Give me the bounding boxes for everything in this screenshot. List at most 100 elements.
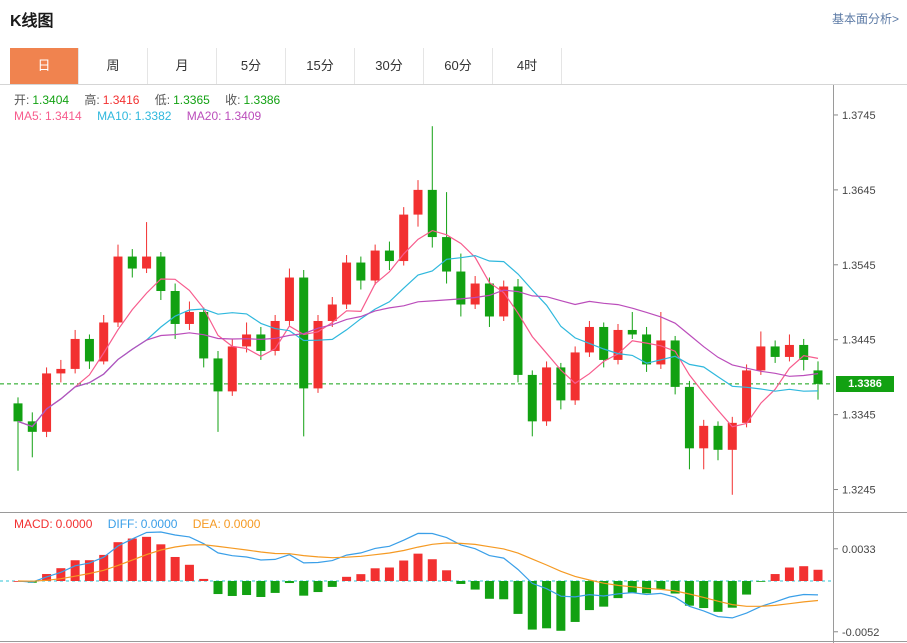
macd-bar xyxy=(713,581,723,612)
open-label: 开: xyxy=(14,93,30,107)
ma10-value: 1.3382 xyxy=(134,109,172,123)
macd-bar xyxy=(242,581,252,596)
diff-label: DIFF: xyxy=(107,517,138,531)
tab-30min[interactable]: 30分 xyxy=(355,48,424,84)
macd-bar xyxy=(813,569,823,581)
candle-body xyxy=(156,256,166,292)
macd-bar xyxy=(356,574,366,581)
tab-60min[interactable]: 60分 xyxy=(424,48,493,84)
low-field: 低: 1.3365 xyxy=(155,93,210,107)
ma5-value: 1.3414 xyxy=(45,109,82,123)
macd-bar xyxy=(570,581,580,622)
candle-body xyxy=(584,326,594,353)
candle-body xyxy=(799,344,809,360)
macd-bar xyxy=(799,566,809,581)
candle-body xyxy=(684,386,694,449)
high-value: 1.3416 xyxy=(102,93,140,107)
high-field: 高: 1.3416 xyxy=(84,93,139,107)
macd-bar xyxy=(270,581,280,593)
candle-body xyxy=(370,250,380,281)
header: K线图 基本面分析> xyxy=(0,0,907,34)
candlestick-chart[interactable]: 1.3745 1.3645 1.3545 1.3445 1.3345 1.3245 xyxy=(0,85,907,512)
macd-bar xyxy=(284,581,294,584)
candle-body xyxy=(184,311,194,324)
macd-chart[interactable]: 0.0033 -0.0052 xyxy=(0,512,907,643)
macd-bar xyxy=(227,581,237,596)
ma-legend: MA5: 1.3414 MA10: 1.3382 MA20: 1.3409 xyxy=(14,109,273,123)
tab-monthly[interactable]: 月 xyxy=(148,48,217,84)
macd-bar xyxy=(199,578,209,581)
tab-4hour[interactable]: 4时 xyxy=(493,48,562,84)
macd-bar xyxy=(613,581,623,599)
candle-body xyxy=(399,214,409,262)
candle-body xyxy=(599,326,609,360)
diff-value: 0.0000 xyxy=(140,517,178,531)
macd-bar xyxy=(484,581,494,599)
dea-label: DEA: xyxy=(192,517,221,531)
macd-field: MACD: 0.0000 xyxy=(14,517,92,531)
candle-body xyxy=(770,346,780,357)
ma10-label: MA10: xyxy=(97,109,132,123)
page-title: K线图 xyxy=(10,13,54,30)
macd-bar xyxy=(313,581,323,593)
macd-bar xyxy=(499,581,509,600)
y-axis-label: 1.3645 xyxy=(842,185,876,197)
macd-bar xyxy=(142,536,152,581)
macd-bar xyxy=(656,581,666,590)
candle-body xyxy=(642,334,652,365)
fundamental-analysis-link[interactable]: 基本面分析> xyxy=(831,12,899,26)
last-price-tag: 1.3386 xyxy=(836,376,894,392)
candle-body xyxy=(513,286,523,375)
candle-body xyxy=(556,367,566,401)
dea-value: 0.0000 xyxy=(223,517,261,531)
macd-bar xyxy=(756,581,766,582)
tab-weekly[interactable]: 周 xyxy=(79,48,148,84)
diff-field: DIFF: 0.0000 xyxy=(108,517,178,531)
close-label: 收: xyxy=(225,93,241,107)
macd-bar xyxy=(70,560,80,581)
macd-legend: MACD: 0.0000 DIFF: 0.0000 DEA: 0.0000 xyxy=(14,517,272,531)
macd-bar xyxy=(642,581,652,594)
candle-body xyxy=(13,403,23,422)
macd-bar xyxy=(513,581,523,614)
macd-axis-label: -0.0052 xyxy=(842,627,879,639)
macd-bar xyxy=(56,568,66,581)
tab-15min[interactable]: 15分 xyxy=(286,48,355,84)
macd-bar xyxy=(684,581,694,606)
macd-bar xyxy=(213,581,223,595)
candle-body xyxy=(499,286,509,317)
candle-body xyxy=(456,271,466,305)
candle-body xyxy=(56,368,66,374)
macd-bar xyxy=(670,581,680,594)
candle-body xyxy=(656,340,666,365)
dea-line xyxy=(17,542,819,607)
candle-body xyxy=(256,334,266,351)
tab-5min[interactable]: 5分 xyxy=(217,48,286,84)
price-axis-line xyxy=(833,85,834,643)
candle-body xyxy=(570,352,580,401)
ma20-line xyxy=(17,289,819,428)
tab-daily[interactable]: 日 xyxy=(10,48,79,84)
close-value: 1.3386 xyxy=(243,93,281,107)
macd-label: MACD: xyxy=(14,517,53,531)
macd-bar xyxy=(542,581,552,629)
macd-bar xyxy=(256,581,266,597)
candle-body xyxy=(627,329,637,335)
candle-body xyxy=(413,189,423,215)
ma5-line xyxy=(17,229,819,428)
candle-body xyxy=(242,334,252,347)
macd-bar xyxy=(84,560,94,581)
panel-divider xyxy=(0,512,907,513)
chart-bottom-border xyxy=(0,641,907,642)
ma20-value: 1.3409 xyxy=(224,109,262,123)
macd-bar xyxy=(599,581,609,607)
chart-area: 1.3745 1.3645 1.3545 1.3445 1.3345 1.3245 0.0… xyxy=(0,85,907,643)
candle-body xyxy=(327,304,337,321)
macd-bar xyxy=(699,581,709,609)
candle-body xyxy=(527,374,537,422)
y-axis-label: 1.3245 xyxy=(842,485,876,497)
candle-body xyxy=(470,283,480,305)
candle-body xyxy=(84,338,94,362)
macd-bar xyxy=(427,559,437,581)
macd-bar xyxy=(370,568,380,581)
